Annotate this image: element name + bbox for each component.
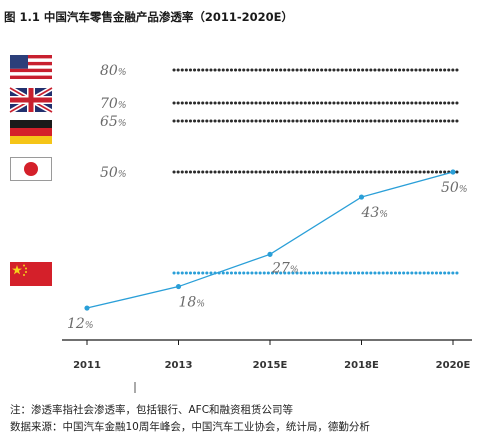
x-tick-label: 2011 [73,360,101,371]
series-line: 12% 18% 27% 43% 50% [67,169,467,332]
data-line [86,171,454,309]
data-label: 18% [179,295,205,311]
data-point [267,251,273,257]
x-tick-label: 2018E [344,360,379,371]
data-label: 43% [361,205,388,221]
reference-label-70: 70% [100,96,126,112]
de-flag [10,120,52,144]
chart-title: 图 1.1 中国汽车零售金融产品渗透率（2011-2020E） [4,10,293,24]
data-point [84,305,90,311]
uk-flag [8,85,54,115]
x-tick-label: 2013 [165,360,193,371]
data-label: 50% [441,180,467,196]
data-point [358,194,365,200]
chart-source: 数据来源：中国汽车金融10周年峰会，中国汽车工业协会，统计局，德勤分析 [10,421,370,433]
x-axis: 2011 2013 2015E 2018E 2020E [62,339,472,393]
jp-flag [10,157,52,181]
us-flag [10,55,52,79]
reference-lines: 80% 70% 65% 50% [100,63,459,275]
reference-label-80: 80% [100,63,126,79]
data-point [450,169,456,175]
data-label: 27% [271,260,298,276]
chart-note: 注：渗透率指社会渗透率，包括银行、AFC和融资租赁公司等 [10,404,294,416]
x-tick-label: 2020E [436,360,471,371]
data-point [175,283,182,290]
cn-flag [10,262,52,286]
data-label: 12% [67,316,93,332]
reference-label-65: 65% [100,114,126,130]
reference-label-50: 50% [100,165,126,181]
x-tick-label: 2015E [253,360,288,371]
